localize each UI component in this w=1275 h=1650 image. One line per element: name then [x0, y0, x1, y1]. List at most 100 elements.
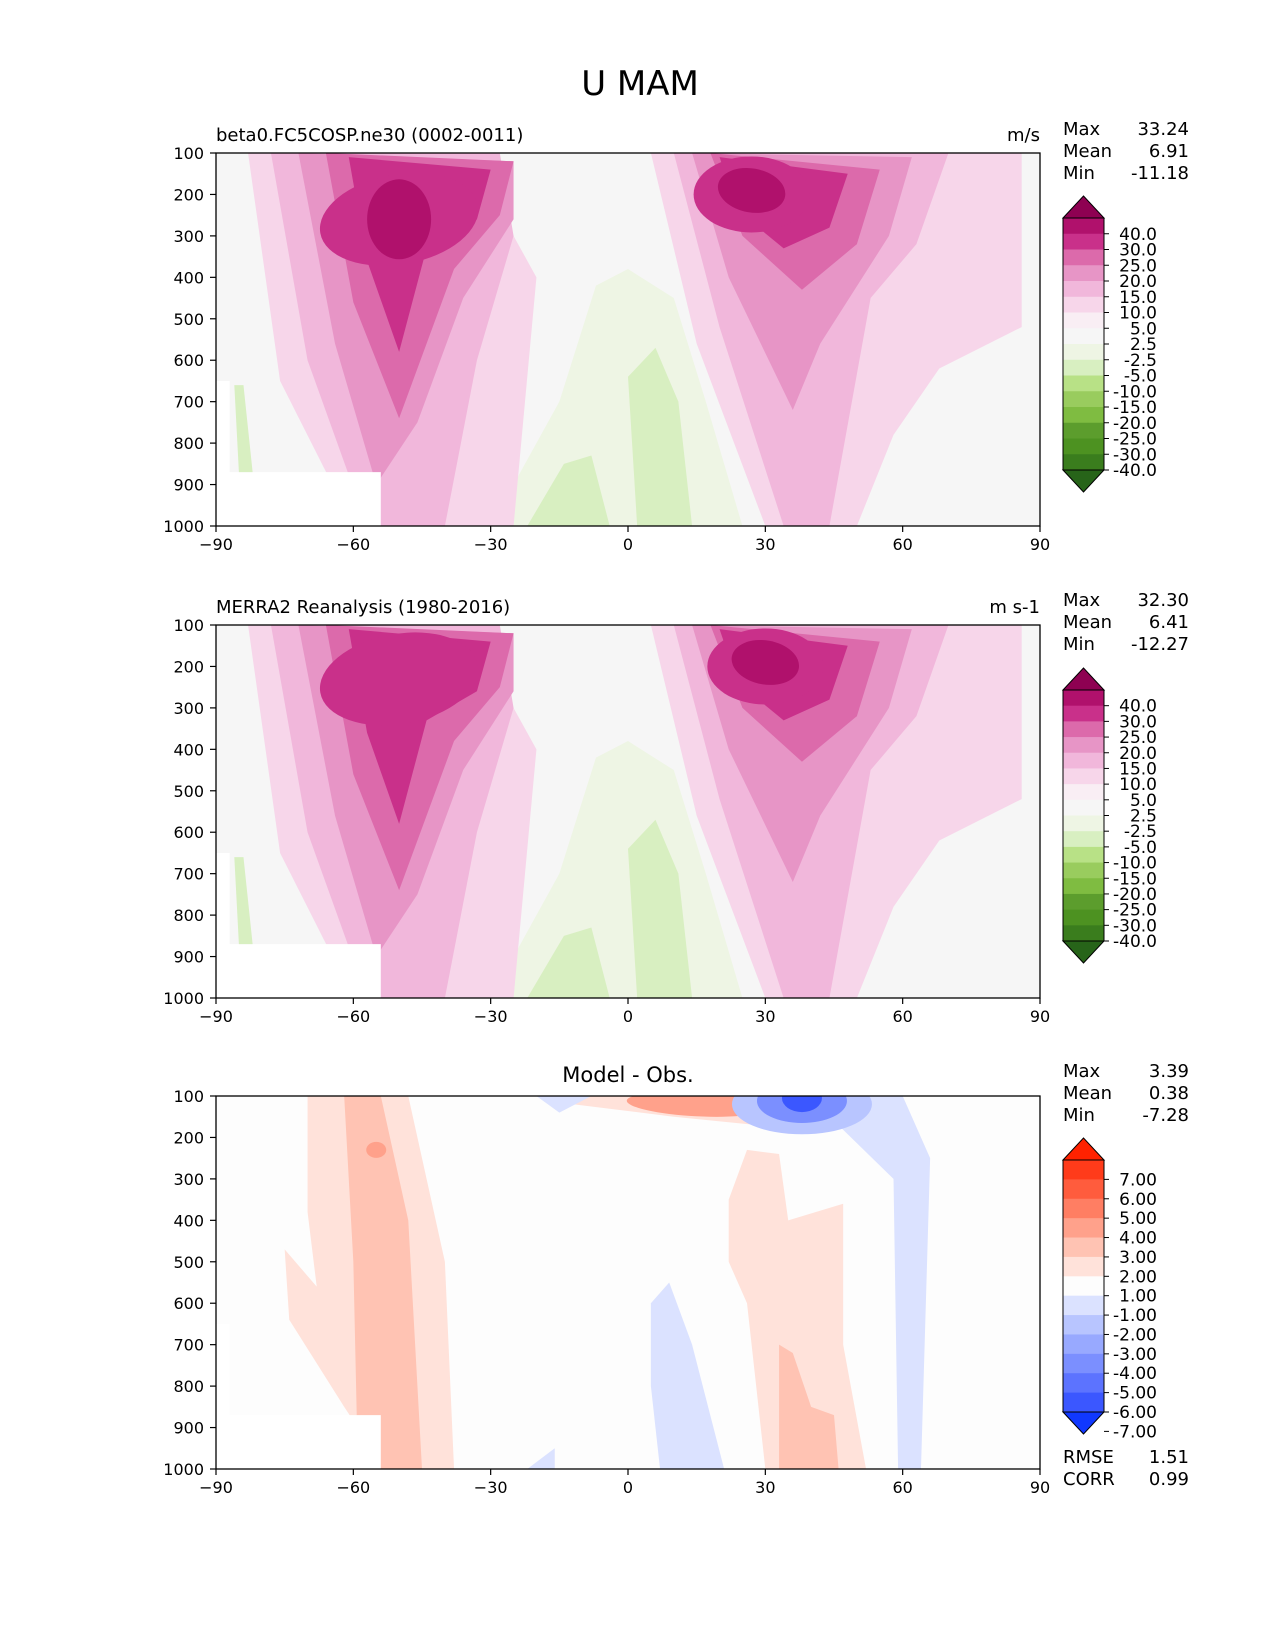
colorbar-segment [1063, 328, 1104, 345]
colorbar-segment [1063, 407, 1104, 424]
stat-max-label: Max [1063, 590, 1101, 611]
colorbar-segment [1063, 375, 1104, 392]
colorbar-label: 4.00 [1119, 1229, 1157, 1249]
colorbar-segment [1063, 454, 1104, 471]
x-tick-label: −30 [474, 535, 508, 554]
stat-min-value: -7.28 [1142, 1105, 1189, 1126]
y-tick-label: 1000 [163, 1460, 204, 1479]
colorbar-segment [1063, 1198, 1104, 1219]
colorbar-label: 1.00 [1119, 1287, 1157, 1307]
colorbar-segment [1063, 784, 1104, 801]
y-tick-label: 800 [173, 1377, 204, 1396]
y-tick-label: 800 [173, 434, 204, 453]
y-tick-label: 100 [173, 1087, 204, 1106]
colorbar-label: -15.0 [1113, 869, 1157, 889]
x-tick-label: 90 [1030, 1007, 1050, 1026]
negative-core [781, 1096, 822, 1113]
units-label-obs: m s-1 [989, 597, 1040, 618]
colorbar-segment [1063, 799, 1104, 816]
stat-min-label: Min [1063, 163, 1095, 184]
x-tick-label: 90 [1030, 1478, 1050, 1497]
x-tick-label: 60 [892, 1478, 912, 1497]
colorbar-label: 15.0 [1119, 759, 1157, 779]
stat-min-value: -11.18 [1131, 163, 1189, 184]
easterly-contour [628, 347, 693, 526]
contour-plot-obs [216, 625, 1040, 998]
y-tick-label: 500 [173, 1253, 204, 1272]
positive-core [626, 1096, 767, 1117]
stat-mean-label: Mean [1063, 612, 1112, 633]
colorbar-label: -1.00 [1113, 1306, 1157, 1326]
stat-max-value: 32.30 [1137, 590, 1189, 611]
x-ticks-model: −90 −60 −30 0 30 60 90 [199, 526, 1050, 554]
colorbar-segment [1063, 312, 1104, 329]
topography-mask [216, 852, 381, 998]
y-tick-label: 200 [173, 1128, 204, 1147]
colorbar-diff: 7.006.005.004.003.002.001.00-1.00-2.00-3… [1061, 1137, 1157, 1442]
colorbar-segment [1063, 1256, 1104, 1277]
colorbar-segment [1063, 422, 1104, 439]
y-tick-label: 700 [173, 865, 204, 884]
colorbar-label: 15.0 [1119, 288, 1157, 308]
colorbar-extend-top [1061, 667, 1106, 691]
colorbar-segment [1063, 752, 1104, 769]
units-label-model: m/s [1007, 125, 1040, 146]
colorbar-label: -30.0 [1113, 916, 1157, 936]
y-tick-label: 500 [173, 782, 204, 801]
colorbar-label: 3.00 [1119, 1248, 1157, 1268]
colorbar-label: 7.00 [1119, 1170, 1157, 1190]
colorbar-segment [1063, 265, 1104, 282]
y-ticks-model: 100 200 300 400 500 600 700 800 900 1000 [163, 144, 216, 536]
x-ticks-diff: −90 −60 −30 0 30 60 90 [199, 1469, 1050, 1497]
negative-contour [756, 1096, 931, 1469]
colorbar-label: 5.00 [1119, 1209, 1157, 1229]
colorbar-frame [1062, 1159, 1105, 1413]
stat-mean-label: Mean [1063, 1083, 1112, 1104]
y-tick-label: 300 [173, 699, 204, 718]
positive-core [366, 1141, 387, 1158]
colorbar-segment [1063, 737, 1104, 754]
colorbar-label: 5.0 [1130, 791, 1157, 811]
x-tick-label: −60 [336, 535, 370, 554]
y-tick-label: 500 [173, 310, 204, 329]
easterly-contour [527, 455, 610, 526]
colorbar-segment [1063, 1315, 1104, 1335]
colorbar-label: -15.0 [1113, 398, 1157, 418]
y-tick-label: 600 [173, 823, 204, 842]
x-tick-label: 60 [892, 1007, 912, 1026]
rmse-value: 1.51 [1149, 1447, 1189, 1468]
colorbar-segment [1063, 218, 1104, 235]
easterly-contour [628, 819, 693, 998]
x-tick-label: 90 [1030, 535, 1050, 554]
colorbar-label: 20.0 [1119, 744, 1157, 764]
colorbar-label: -2.5 [1124, 822, 1157, 842]
colorbar-segment [1063, 1334, 1104, 1355]
colorbar-segment [1063, 1237, 1104, 1258]
x-tick-label: −60 [336, 1007, 370, 1026]
stats-diff: Max 3.39 Mean 0.38 Min -7.28 [1063, 1061, 1189, 1126]
negative-contour [527, 1448, 555, 1469]
colorbar-extend-top [1061, 195, 1106, 219]
contour-plot-model [216, 153, 1040, 526]
positive-contour [728, 1149, 867, 1469]
y-tick-label: 200 [173, 657, 204, 676]
jet-north-core [717, 167, 786, 213]
colorbar-label: -6.00 [1113, 1403, 1157, 1423]
figure-title: U MAM [581, 64, 699, 104]
colorbar-segment [1063, 1276, 1104, 1297]
colorbar-label: 25.0 [1119, 728, 1157, 748]
y-tick-label: 400 [173, 268, 204, 287]
colorbar-extend-bottom [1061, 469, 1106, 493]
colorbar-extend-bottom [1061, 940, 1106, 964]
colorbar-extend-bottom [1061, 1411, 1106, 1435]
colorbar-segment [1063, 249, 1104, 266]
colorbar-label: -30.0 [1113, 445, 1157, 465]
colorbar-label: 20.0 [1119, 272, 1157, 292]
colorbar-segment [1063, 359, 1104, 376]
stat-mean-label: Mean [1063, 141, 1112, 162]
topography-mask [216, 380, 381, 526]
corr-value: 0.99 [1149, 1469, 1189, 1490]
stat-mean-value: 6.91 [1149, 141, 1189, 162]
